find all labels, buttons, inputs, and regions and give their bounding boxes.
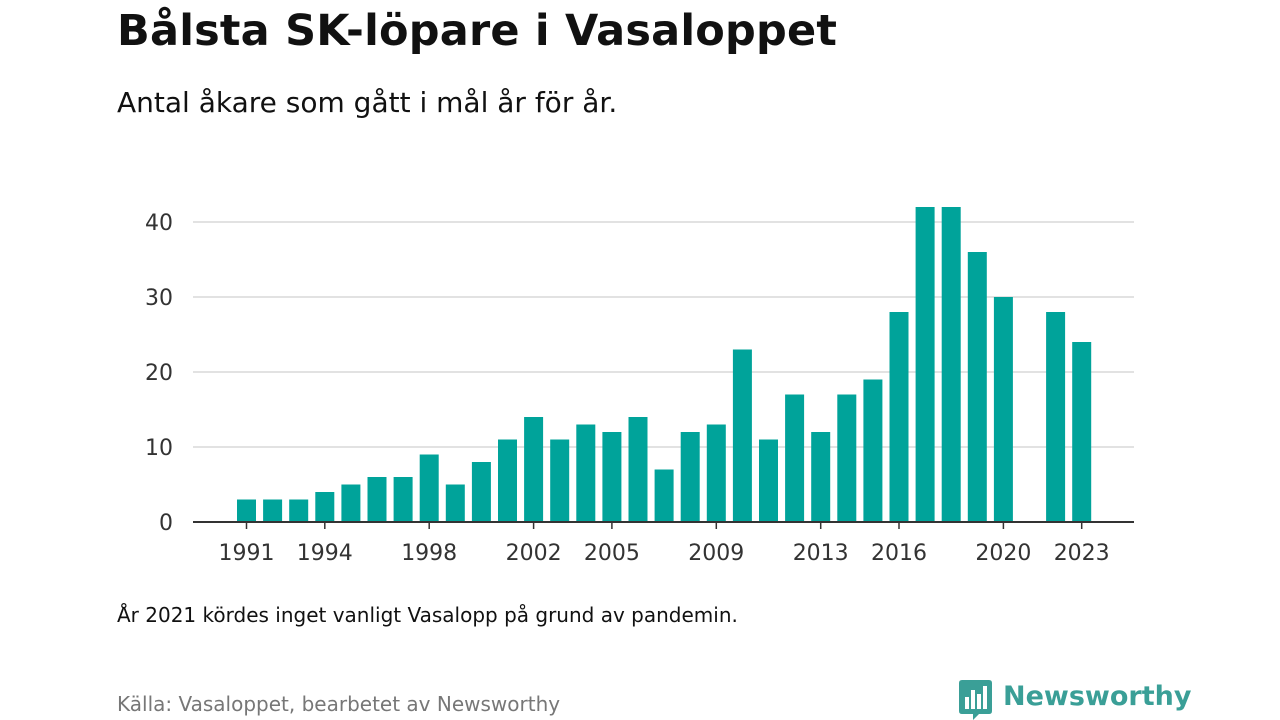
- bar-2008: [680, 432, 700, 522]
- chart-note: År 2021 kördes inget vanligt Vasalopp på…: [117, 603, 738, 627]
- bar-2013: [811, 432, 831, 522]
- bar-2019: [967, 252, 987, 522]
- bar-2016: [889, 312, 909, 522]
- bar-2006: [628, 417, 648, 522]
- bar-1991: [237, 499, 256, 522]
- y-axis-ticks: 0 10 20 30 40: [145, 211, 173, 536]
- gridlines: [193, 221, 1134, 448]
- bar-2005: [602, 432, 622, 522]
- bar-2009: [706, 424, 726, 522]
- bar-1995: [341, 484, 361, 522]
- y-tick-label: 40: [145, 211, 173, 236]
- bar-2022: [1046, 312, 1066, 522]
- bar-2011: [759, 439, 778, 522]
- y-tick-label: 10: [145, 436, 173, 461]
- bar-1992: [263, 499, 283, 522]
- x-tick-label: 2016: [871, 541, 927, 566]
- bar-1999: [445, 484, 465, 522]
- bar-2010: [732, 349, 752, 522]
- y-tick-label: 20: [145, 361, 173, 386]
- x-tick-label: 2009: [688, 541, 744, 566]
- x-tick-label: 2020: [975, 541, 1031, 566]
- bar-1994: [315, 492, 335, 522]
- x-tick-label: 2002: [506, 541, 562, 566]
- bar-2001: [498, 439, 517, 522]
- y-tick-label: 0: [159, 511, 173, 536]
- bar-2003: [550, 439, 570, 522]
- x-axis-ticks: 1991 1994 1998 2002 2005 2009 2013 2016 2020 2023: [219, 522, 1110, 566]
- x-tick-label: 1991: [219, 541, 275, 566]
- bar-1993: [289, 499, 309, 522]
- source-text: Källa: Vasaloppet, bearbetet av Newswort…: [117, 692, 561, 716]
- bar-2020: [993, 297, 1013, 522]
- newsworthy-logo: Newsworthy: [959, 680, 1191, 720]
- y-tick-label: 30: [145, 286, 173, 311]
- chart-title: Bålsta SK-löpare i Vasaloppet: [117, 6, 838, 56]
- x-tick-label: 2005: [584, 541, 640, 566]
- x-tick-label: 1998: [401, 541, 457, 566]
- bar-2012: [785, 394, 805, 522]
- bar-2018: [941, 207, 961, 522]
- bar-2014: [837, 394, 857, 522]
- bar-2004: [576, 424, 596, 522]
- bar-2002: [524, 417, 544, 522]
- bar-2015: [863, 379, 883, 522]
- newsworthy-logo-text: Newsworthy: [1003, 681, 1192, 712]
- bar-2007: [654, 469, 674, 522]
- x-tick-label: 2023: [1054, 541, 1110, 566]
- bar-2023: [1072, 342, 1092, 522]
- bar-1997: [393, 477, 413, 522]
- newsworthy-logo-icon: [959, 680, 992, 720]
- bar-1996: [367, 477, 387, 522]
- x-tick-label: 2013: [793, 541, 849, 566]
- x-tick-label: 1994: [297, 541, 353, 566]
- bar-2017: [915, 207, 935, 522]
- bar-1998: [419, 454, 439, 522]
- chart-subtitle: Antal åkare som gått i mål år för år.: [117, 86, 618, 119]
- bar-2000: [471, 462, 491, 522]
- bar-chart: 0 10 20 30 40 1991 1994 1998 2002 2005 2009 2013 20…: [145, 207, 1134, 566]
- bars: [237, 207, 1092, 522]
